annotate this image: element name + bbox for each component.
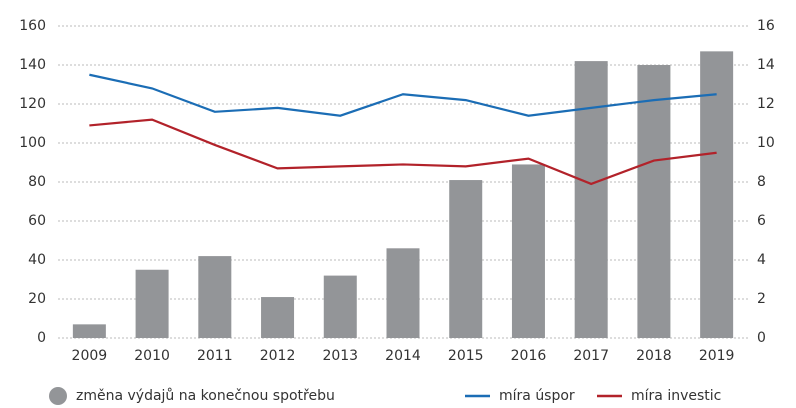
y2-tick-label: 2	[757, 291, 766, 307]
bar	[72, 324, 106, 338]
y2-tick-label: 16	[757, 18, 775, 34]
y2-tick-label: 8	[757, 174, 766, 190]
y-tick-label: 140	[19, 57, 46, 73]
bar	[449, 180, 483, 338]
x-tick-label: 2018	[636, 348, 672, 364]
bar	[700, 51, 734, 338]
bar	[386, 248, 420, 338]
bar	[574, 61, 608, 338]
y-tick-label: 0	[37, 330, 46, 346]
y2-tick-label: 12	[757, 96, 775, 112]
bar	[261, 297, 295, 338]
x-tick-label: 2019	[699, 348, 735, 364]
x-tick-label: 2013	[322, 348, 358, 364]
y-tick-label: 100	[19, 135, 46, 151]
bar	[135, 269, 169, 338]
y2-tick-label: 0	[757, 330, 766, 346]
x-tick-label: 2009	[72, 348, 108, 364]
y2-tick-label: 4	[757, 252, 766, 268]
y-tick-label: 40	[28, 252, 46, 268]
bar	[637, 65, 671, 338]
y-tick-label: 160	[19, 18, 46, 34]
y-tick-label: 60	[28, 213, 46, 229]
bar	[198, 256, 232, 338]
legend-swatch	[49, 387, 67, 405]
x-tick-label: 2014	[385, 348, 421, 364]
line	[89, 118, 717, 186]
x-tick-label: 2016	[511, 348, 547, 364]
y2-tick-label: 6	[757, 213, 766, 229]
x-tick-label: 2011	[197, 348, 233, 364]
bar	[323, 275, 357, 338]
bar	[511, 164, 545, 338]
x-tick-label: 2012	[260, 348, 296, 364]
legend-label: změna výdajů na konečnou spotřebu	[76, 388, 335, 404]
x-tick-label: 2015	[448, 348, 484, 364]
y-tick-label: 80	[28, 174, 46, 190]
line	[89, 73, 717, 117]
y-tick-label: 120	[19, 96, 46, 112]
legend-label: míra investic	[631, 388, 721, 404]
y2-tick-label: 14	[757, 57, 775, 73]
x-tick-label: 2017	[573, 348, 609, 364]
x-tick-label: 2010	[134, 348, 170, 364]
y2-tick-label: 10	[757, 135, 775, 151]
y-tick-label: 20	[28, 291, 46, 307]
legend-label: míra úspor	[499, 388, 575, 404]
